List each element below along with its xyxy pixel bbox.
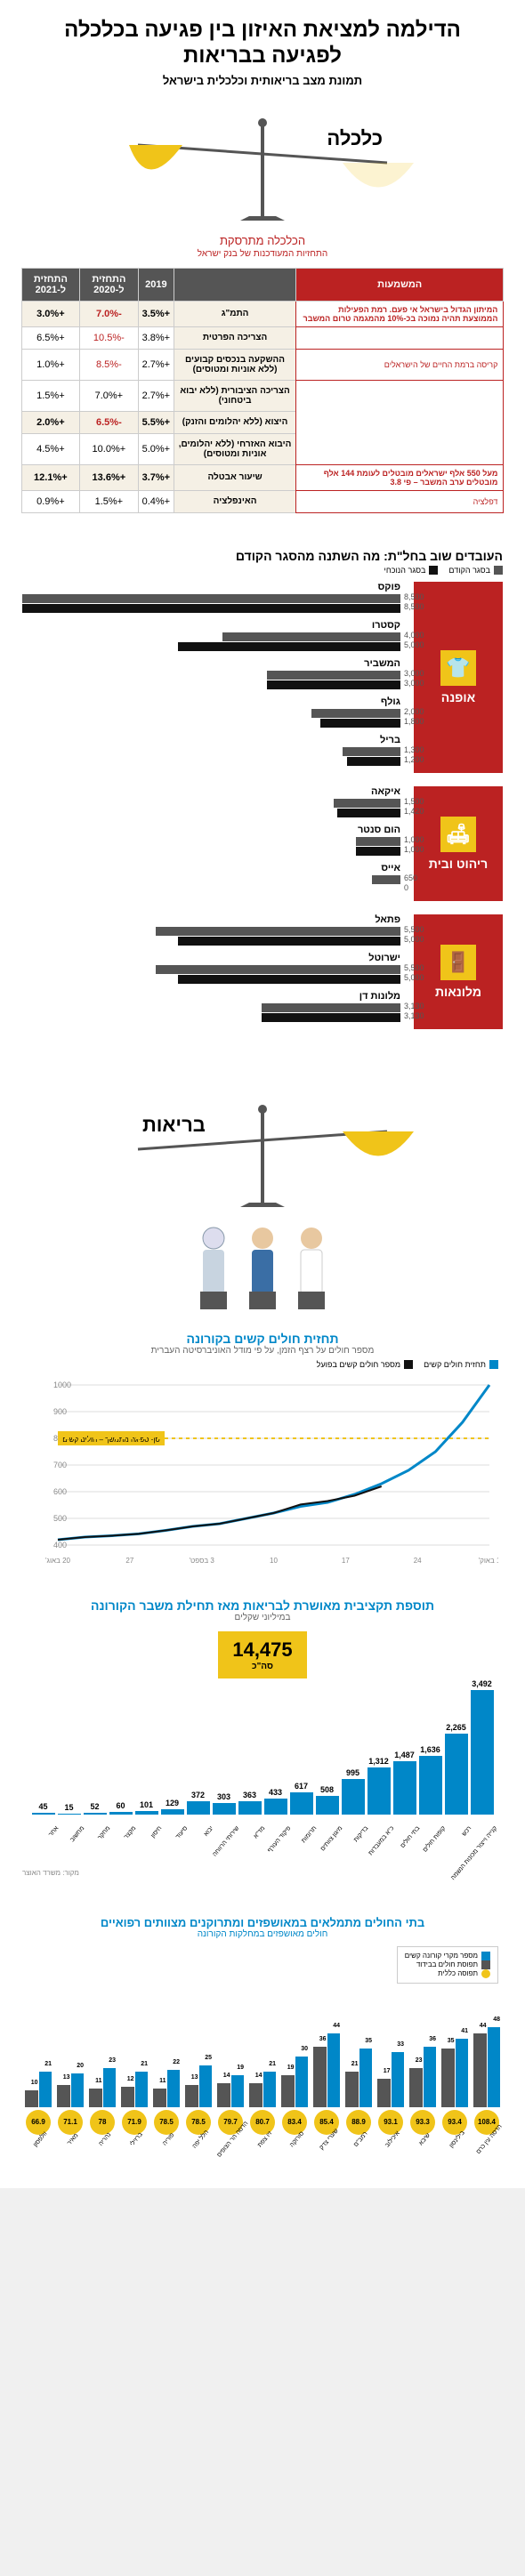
main-title: הדילמה למציאת האיזון בין פגיעה בכלכלה לפ… xyxy=(27,18,498,69)
svg-text:400: 400 xyxy=(53,1541,67,1550)
workers-legend: בסגר הקודם בסגר הנוכחי xyxy=(22,566,503,575)
col-indicator xyxy=(174,268,296,301)
hospitals-legend: מספר מקרי קורונה קשים תפוסת חולים בבידוד… xyxy=(0,1946,525,1984)
svg-text:500: 500 xyxy=(53,1514,67,1523)
economy-table: המשמעות 2019 התחזית ל-2020 התחזית ל-2021… xyxy=(21,268,505,513)
svg-text:600: 600 xyxy=(53,1487,67,1496)
col-2021: התחזית ל-2021 xyxy=(21,268,80,301)
budget-chart: 3,492קנייה וייצור מכונות הנשמה2,265רכש1,… xyxy=(18,1692,507,1852)
svg-text:17: 17 xyxy=(342,1557,350,1565)
patients-legend: תחזית חולים קשים מספר חולים קשים בפועל xyxy=(27,1360,498,1369)
svg-text:700: 700 xyxy=(53,1461,67,1469)
svg-text:1000: 1000 xyxy=(53,1381,71,1389)
svg-text:24: 24 xyxy=(414,1557,422,1565)
svg-text:20 באוג': 20 באוג' xyxy=(45,1557,70,1565)
econ-subcaption: התחזיות המעודכנות של בנק ישראל xyxy=(0,249,525,259)
svg-text:900: 900 xyxy=(53,1407,67,1416)
svg-text:3 בספט': 3 בספט' xyxy=(190,1557,215,1565)
hospitals-title: בתי החולים מתמלאים במאושפזים ומתרוקנים מ… xyxy=(0,1916,525,1929)
col-2020: התחזית ל-2020 xyxy=(80,268,138,301)
patients-title: תחזית חולים קשים בקורונה xyxy=(0,1332,525,1346)
workers-title: העובדים שוב בחל"ת: מה השתנה מהסגר הקודם xyxy=(22,549,503,563)
svg-text:סף ספיגה מתמשך – חולים קשים: סף ספיגה מתמשך – חולים קשים xyxy=(62,1436,160,1444)
col-meaning: המשמעות xyxy=(296,268,504,301)
medical-staff-icon xyxy=(174,1216,351,1314)
svg-text:1 באוק': 1 באוק' xyxy=(479,1557,498,1565)
budget-sub: במיליוני שקלים xyxy=(0,1613,525,1622)
health-label: בריאות xyxy=(142,1114,206,1137)
budget-title: תוספת תקציבית מאושרת לבריאות מאז תחילת מ… xyxy=(0,1598,525,1613)
svg-text:10: 10 xyxy=(270,1557,278,1565)
main-subtitle: תמונת מצב בריאותית וכלכלית בישראל xyxy=(27,74,498,87)
patients-chart: 4005006007008009001000סף ספיגה מתמשך – ח… xyxy=(27,1376,498,1572)
budget-total: 14,475 סה"כ xyxy=(218,1631,306,1678)
health-scale: בריאות xyxy=(0,1083,525,1207)
hospitals-chart: 4844108.4הדסה עין כרם413593.4בילינסון362… xyxy=(13,1992,512,2135)
econ-caption: הכלכלה מתרסקת xyxy=(0,234,525,247)
budget-source: מקור: משרד האוצר xyxy=(0,1865,525,1880)
svg-text:27: 27 xyxy=(125,1557,133,1565)
economy-scale: כלכלה xyxy=(0,96,525,221)
economy-label: כלכלה xyxy=(327,127,383,150)
col-2019: 2019 xyxy=(138,268,174,301)
hospitals-sub: חולים מאושפזים במחלקות הקורונה xyxy=(0,1929,525,1939)
patients-sub: מספר חולים על רצף הזמן, על פי מודל האוני… xyxy=(0,1346,525,1356)
